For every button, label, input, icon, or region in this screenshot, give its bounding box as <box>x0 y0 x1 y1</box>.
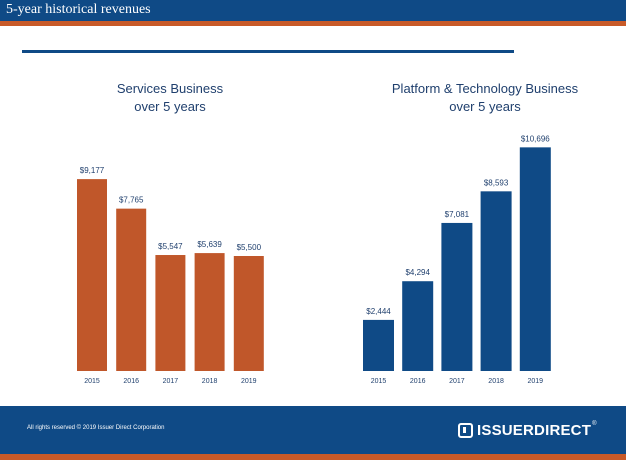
platform-x-tick-2019: 2019 <box>528 378 544 385</box>
platform-bar-2015 <box>363 319 394 371</box>
services-bar-2019 <box>233 256 264 371</box>
platform-bar-2017 <box>441 222 473 371</box>
registered-mark: ® <box>592 421 597 427</box>
services-x-tick-2016: 2016 <box>123 378 139 385</box>
chart-title-line: over 5 years <box>449 99 521 114</box>
services-chart-title: Services Business over 5 years <box>70 80 270 116</box>
platform-data-label-2016: $4,294 <box>405 268 430 277</box>
platform-data-label-2019: $10,696 <box>521 134 550 143</box>
platform-bar-2018 <box>480 191 512 371</box>
services-x-tick-2018: 2018 <box>202 378 218 385</box>
services-bar-2017 <box>155 255 186 371</box>
platform-bar-2016 <box>402 281 434 371</box>
chart-title-line: Platform & Technology Business <box>391 81 579 96</box>
chart-title-line: Services Business <box>116 81 224 96</box>
header-accent-stripe <box>0 21 626 26</box>
platform-x-tick-2016: 2016 <box>410 378 426 385</box>
chart-title-line: over 5 years <box>134 99 206 114</box>
services-data-label-2015: $9,177 <box>80 166 105 175</box>
header-bar: 5-year historical revenues <box>0 0 626 21</box>
platform-data-label-2018: $8,593 <box>484 178 509 187</box>
platform-x-tick-2017: 2017 <box>449 378 465 385</box>
services-data-label-2018: $5,639 <box>197 240 222 249</box>
services-data-label-2017: $5,547 <box>158 242 183 251</box>
footer-bar: All rights reserved © 2019 Issuer Direct… <box>0 406 626 454</box>
copyright-text: All rights reserved © 2019 Issuer Direct… <box>27 425 165 431</box>
charts-canvas: $9,177 2015 $7,765 2016 $5,547 2017 $5,639 2018… <box>77 134 551 385</box>
platform-x-tick-2018: 2018 <box>488 378 504 385</box>
issuerdirect-logo: ISSUERDIRECT ® <box>458 418 597 442</box>
services-bar-2018 <box>194 253 225 371</box>
logo-icon <box>458 422 473 438</box>
services-bar-2016 <box>116 208 147 371</box>
platform-bar-2019 <box>519 147 551 371</box>
platform-x-tick-2015: 2015 <box>371 378 387 385</box>
services-x-tick-2019: 2019 <box>241 378 257 385</box>
services-x-tick-2017: 2017 <box>163 378 179 385</box>
platform-chart-title: Platform & Technology Business over 5 yea… <box>370 80 600 116</box>
services-data-label-2016: $7,765 <box>119 196 144 205</box>
platform-data-label-2017: $7,081 <box>445 210 470 219</box>
services-data-label-2019: $5,500 <box>237 243 262 252</box>
footer-accent-stripe <box>0 454 626 460</box>
platform-data-label-2015: $2,444 <box>366 307 391 316</box>
services-x-tick-2015: 2015 <box>84 378 100 385</box>
logo-text: ISSUERDIRECT <box>477 421 592 439</box>
page-title: 5-year historical revenues <box>6 2 151 17</box>
divider-line <box>22 50 514 53</box>
services-bar-2015 <box>77 179 107 371</box>
